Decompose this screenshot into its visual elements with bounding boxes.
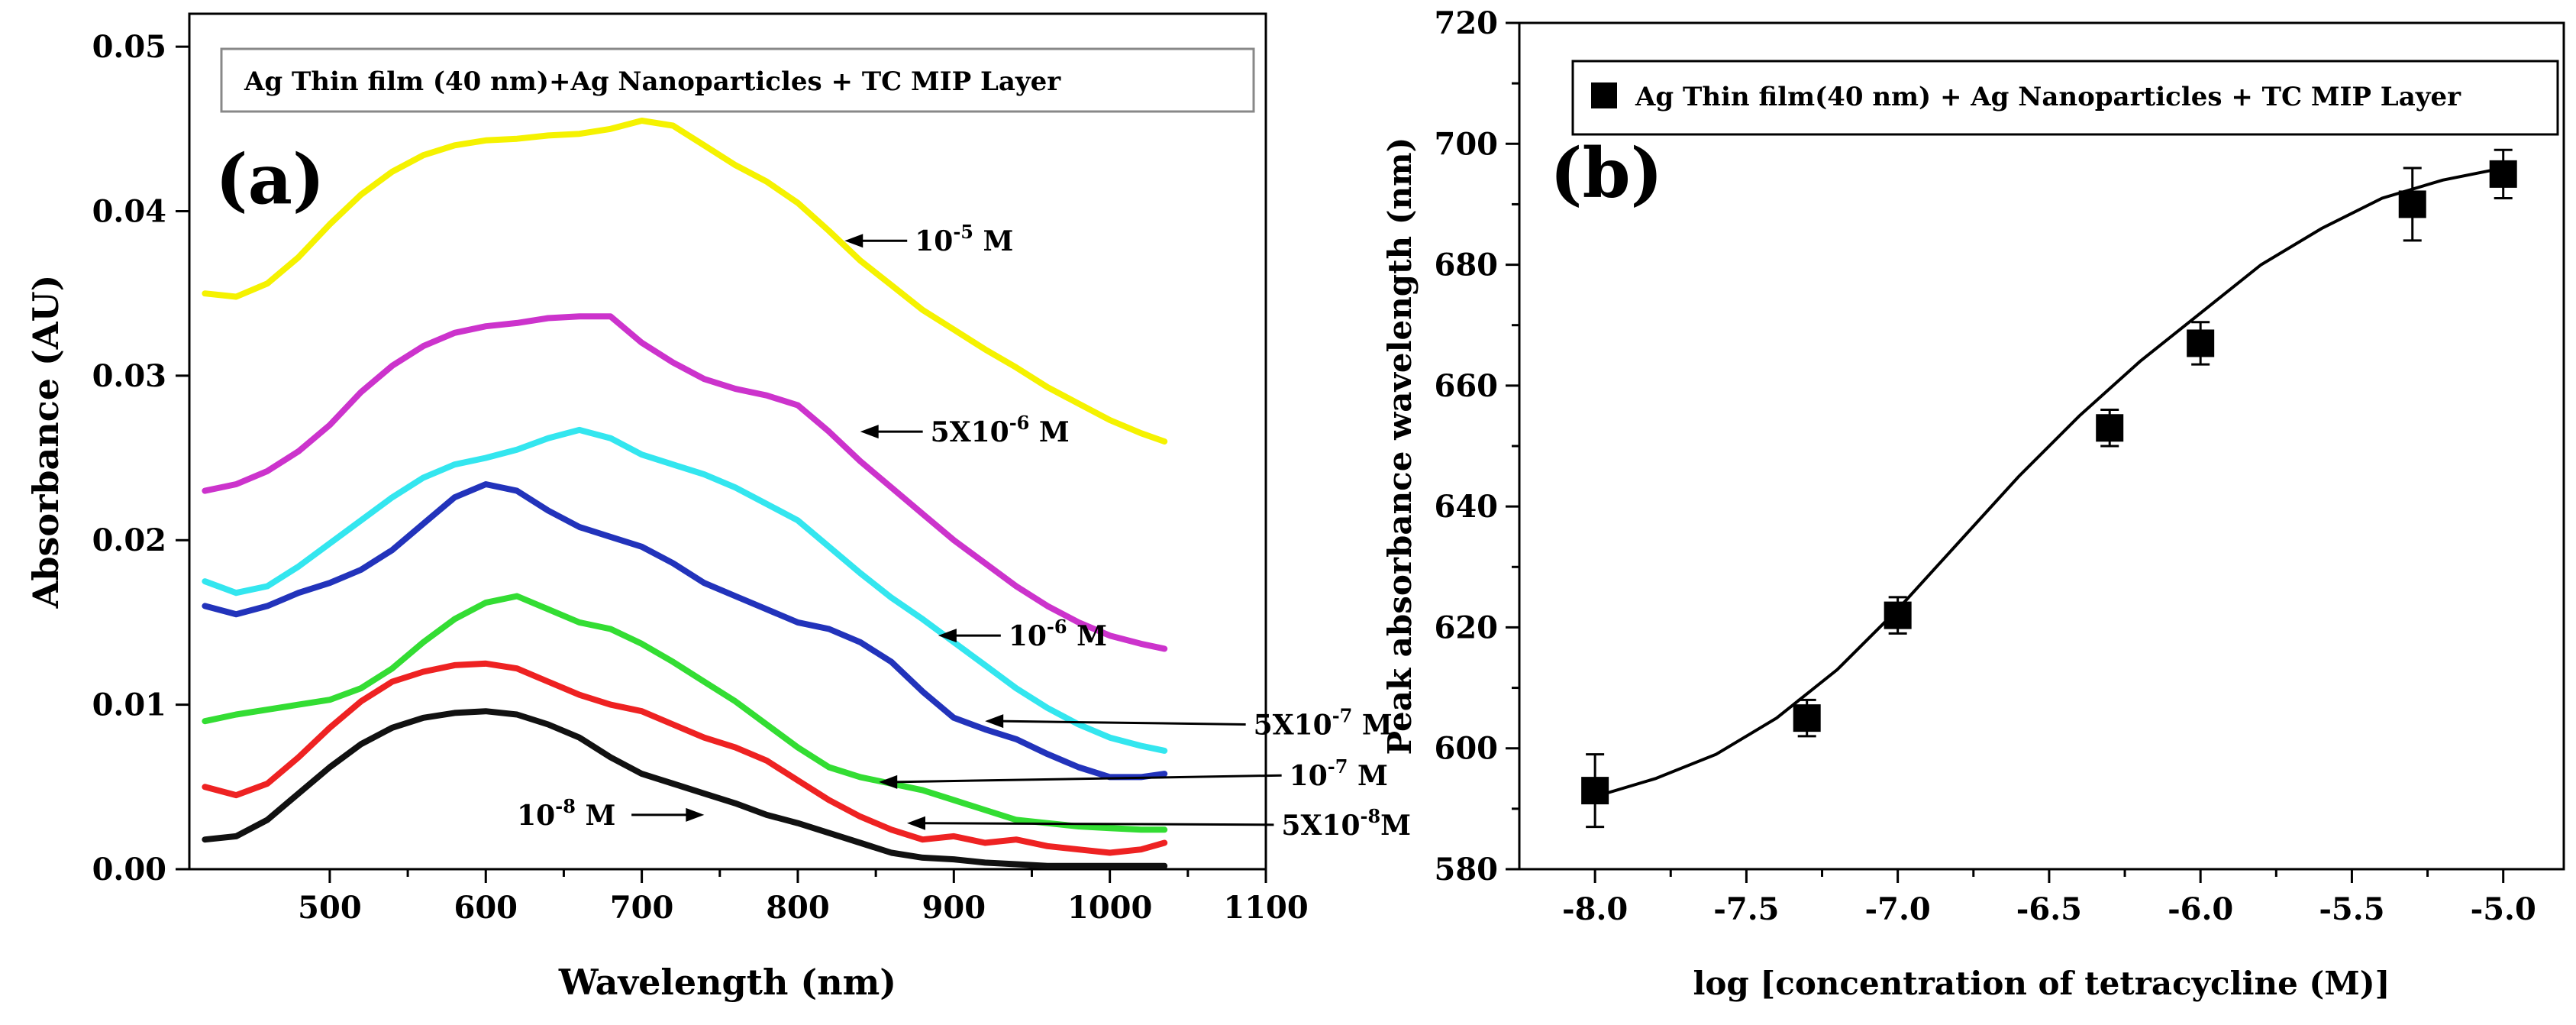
panel-a-x-axis-title: Wavelength (nm) — [558, 962, 896, 1003]
annotation-arrowhead-10-6-m — [938, 629, 957, 643]
annotation-arrow-5x10-7-m — [1000, 719, 1246, 726]
panel-b-points-group — [1581, 148, 2517, 829]
panel-a-y-tick-label: 0.05 — [92, 29, 166, 65]
panel-a-label: (a) — [215, 139, 324, 220]
panel-b-x-tick-label: -5.0 — [2471, 891, 2536, 927]
annotation-arrowhead-10-5-m — [844, 234, 864, 248]
panel-b-x-tick-label: -6.5 — [2016, 891, 2082, 927]
panel-a-x-tick-label: 800 — [766, 890, 830, 926]
panel-b-y-axis-title: Peak absorbance wavelength (nm) — [1381, 137, 1419, 755]
panel-b-y-tick-label: 700 — [1435, 126, 1499, 162]
panel-a-x-tick-label: 700 — [610, 890, 674, 926]
series-line-10-8-m — [202, 708, 1168, 869]
panel-a-x-tick-label: 600 — [454, 890, 518, 926]
panel-b-fit-curve — [1594, 166, 2504, 798]
panel-b-y-tick-label: 720 — [1435, 5, 1499, 41]
panel-a-y-tick-label: 0.04 — [92, 193, 166, 229]
panel-b-data-point — [2187, 329, 2215, 357]
annotation-arrowhead-10-7-m — [879, 774, 898, 789]
annotation-label-5x10-8m: 5X10-8M — [1281, 805, 1411, 842]
panel-a-x-tick-label: 1000 — [1067, 890, 1152, 926]
panel-a-y-tick-label: 0.00 — [92, 852, 166, 888]
panel-b-legend-box — [1571, 60, 2559, 136]
annotation-arrowhead-5x10-6-m — [860, 425, 879, 439]
panel-b-y-tick-label: 640 — [1435, 489, 1499, 525]
panel-b-data-point — [2489, 160, 2517, 188]
panel-a-plot-frame — [188, 12, 1267, 871]
panel-b-plot-frame — [1518, 21, 2565, 871]
panel-b-y-tick-label: 620 — [1435, 610, 1499, 645]
annotation-label-10-5-m: 10-5 M — [915, 221, 1013, 257]
panel-b-y-tick-label: 660 — [1435, 368, 1499, 404]
series-line-5x10-7-m — [202, 481, 1168, 781]
panel-b-x-axis-title: log [concentration of tetracycline (M)] — [1693, 965, 2390, 1002]
annotation-arrowhead-5x10-7-m — [985, 714, 1004, 729]
annotation-arrowhead-5x10-8m — [907, 816, 925, 830]
panel-b-label: (b) — [1550, 133, 1663, 214]
panel-b-fit-group — [1594, 166, 2504, 798]
panel-b-legend-square-marker — [1591, 82, 1617, 108]
annotation-label-5x10-7-m: 5X10-7 M — [1254, 704, 1393, 741]
panel-a-y-tick-label: 0.01 — [92, 687, 166, 723]
panel-b-chart: -8.0 -7.5 -7.0 -6.5 -6.0 -5.5 -5.0 580 600 620 64… — [1381, 5, 2565, 1002]
panel-a-x-tick-label: 1100 — [1223, 890, 1308, 926]
panel-b-y-ticks: 580 600 620 640 660 680 700 720 — [1435, 5, 1519, 888]
annotation-label-10-6-m: 10-6 M — [1009, 616, 1107, 652]
panel-a-x-ticks: 500 600 700 800 900 1000 1100 — [298, 869, 1309, 926]
panel-a-x-tick-label: 900 — [922, 890, 986, 926]
panel-b-y-tick-label: 680 — [1435, 247, 1499, 283]
annotation-label-10-8-m: 10-8 M — [517, 795, 615, 832]
panel-b-y-tick-label: 580 — [1435, 852, 1499, 888]
panel-b-x-tick-label: -8.0 — [1562, 891, 1628, 927]
panel-b-data-point — [1884, 601, 1912, 629]
annotation-label-5x10-6-m: 5X10-6 M — [931, 412, 1070, 448]
panel-a-y-tick-label: 0.02 — [92, 522, 166, 558]
panel-b-y-tick-label: 600 — [1435, 731, 1499, 767]
panel-a-legend-title: Ag Thin film (40 nm)+Ag Nanoparticles + … — [244, 66, 1061, 97]
panel-b-legend-title: Ag Thin film(40 nm) + Ag Nanoparticles +… — [1635, 82, 2461, 112]
panel-a-annotations: 10-5 M 5X10-6 M 10-6 M 5X10-7 M 10-7 M 5X10-8… — [517, 221, 1411, 842]
panel-a-y-ticks: 0.00 0.01 0.02 0.03 0.04 0.05 — [92, 29, 189, 888]
series-line-10-6-m — [202, 426, 1168, 754]
panel-b-x-tick-label: -7.0 — [1865, 891, 1931, 927]
panel-a-x-tick-label: 500 — [298, 890, 362, 926]
panel-b-x-ticks: -8.0 -7.5 -7.0 -6.5 -6.0 -5.5 -5.0 — [1562, 869, 2536, 927]
annotation-label-10-7-m: 10-7 M — [1290, 755, 1388, 792]
series-line-10-7-m — [202, 593, 1168, 833]
panel-a-y-tick-label: 0.03 — [92, 358, 166, 394]
panel-b-data-point — [2398, 190, 2426, 218]
panel-b-x-tick-label: -5.5 — [2319, 891, 2384, 927]
series-line-5x10-8m — [202, 660, 1168, 856]
annotation-arrow-10-7-m — [894, 774, 1282, 784]
series-line-10-5-m — [202, 118, 1168, 445]
annotation-arrow-5x10-8m — [922, 822, 1274, 826]
panel-a-chart: 500 600 700 800 900 1000 1100 0.00 0.01 0.02 0.03… — [25, 12, 1411, 1003]
panel-b-x-tick-label: -6.0 — [2168, 891, 2233, 927]
panel-a-y-axis-title: Absorbance (AU) — [25, 275, 66, 610]
panel-b-data-point — [1581, 777, 1609, 805]
panel-b-x-tick-label: -7.5 — [1713, 891, 1779, 927]
panel-a-legend-box — [220, 47, 1255, 113]
annotation-arrowhead-10-8-m — [686, 807, 705, 822]
panel-b-data-point — [2096, 414, 2124, 442]
panel-b-data-point — [1793, 704, 1821, 732]
series-line-5x10-6-m — [202, 313, 1168, 652]
panel-a-series-group — [202, 118, 1168, 869]
